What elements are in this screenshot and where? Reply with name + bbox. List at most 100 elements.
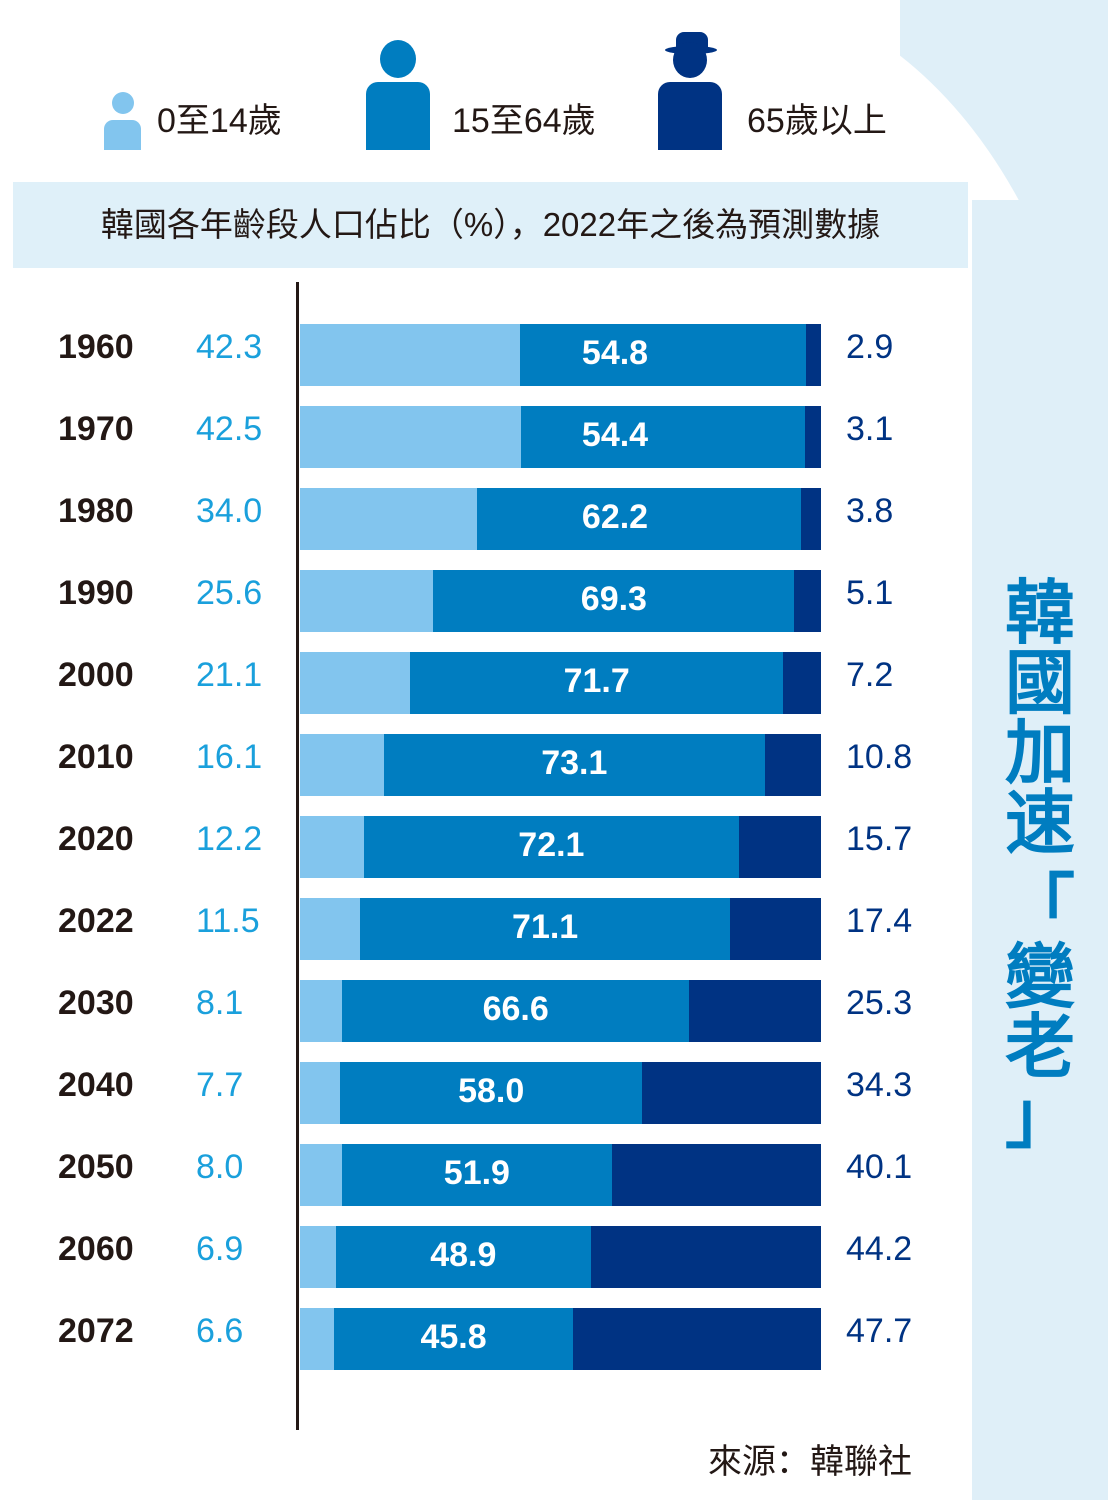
bar-segment-young	[300, 1308, 335, 1370]
bar-row: 1980 34.0 62.2 3.8	[0, 488, 970, 550]
data-label-working: 51.9	[443, 1154, 510, 1192]
bar-segment-young	[300, 898, 360, 960]
legend-label-working: 15至64歲	[452, 102, 596, 140]
bar-segment-young	[300, 488, 478, 550]
data-label-working: 54.4	[581, 416, 649, 454]
data-label-elderly: 17.4	[846, 902, 913, 940]
bar-segment-elderly	[804, 406, 821, 468]
data-label-working: 71.1	[512, 908, 579, 946]
category-label: 2010	[58, 738, 134, 776]
category-label: 2040	[58, 1066, 134, 1104]
data-label-elderly: 3.1	[846, 410, 894, 448]
bar-row: 2022 11.5 71.1 17.4	[0, 898, 970, 960]
bar-row: 1970 42.5 54.4 3.1	[0, 406, 970, 468]
bar-row: 1990 25.6 69.3 5.1	[0, 570, 970, 632]
data-label-elderly: 10.8	[846, 738, 913, 776]
bar-segment-young	[300, 1226, 336, 1288]
data-label-young: 21.1	[196, 656, 263, 694]
data-label-working: 45.8	[420, 1318, 487, 1356]
data-label-working: 71.7	[563, 662, 630, 700]
stacked-bar: 71.1	[300, 898, 821, 960]
data-label-working: 72.1	[518, 826, 585, 864]
bar-segment-elderly	[764, 734, 821, 796]
bar-segment-elderly	[642, 1062, 821, 1124]
stacked-bar: 73.1	[300, 734, 821, 796]
bar-segment-working	[363, 816, 740, 878]
stacked-bar: 71.7	[300, 652, 821, 714]
bar-segment-young	[300, 652, 410, 714]
stacked-bar: 62.2	[300, 488, 821, 550]
bar-segment-working	[341, 1144, 613, 1206]
bar-segment-young	[300, 406, 522, 468]
data-label-young: 16.1	[196, 738, 263, 776]
chart-title: 韓國各年齡段人口佔比（%），2022年之後為預測數據	[100, 206, 881, 243]
bar-segment-young	[300, 570, 434, 632]
bar-segment-elderly	[739, 816, 821, 878]
side-title-char: 老	[1005, 1008, 1075, 1086]
legend-item-elderly: 65歲以上	[657, 32, 887, 150]
data-label-young: 42.5	[196, 410, 263, 448]
bar-row: 1960 42.3 54.8 2.9	[0, 324, 970, 386]
data-label-young: 8.1	[196, 984, 244, 1022]
bar-row: 2010 16.1 73.1 10.8	[0, 734, 970, 796]
data-label-elderly: 25.3	[846, 984, 913, 1022]
data-label-young: 12.2	[196, 820, 263, 858]
bar-segment-elderly	[783, 652, 821, 714]
stacked-bar: 54.8	[300, 324, 821, 386]
side-title-char: 速	[1005, 784, 1075, 862]
bar-row: 2040 7.7 58.0 34.3	[0, 1062, 970, 1124]
data-label-young: 25.6	[196, 574, 263, 612]
side-title-char: 加	[1005, 714, 1075, 792]
category-label: 2050	[58, 1148, 134, 1186]
bar-segment-elderly	[794, 570, 821, 632]
category-label: 2000	[58, 656, 134, 694]
side-title: 韓國加速「變老」	[1000, 578, 1080, 1152]
bar-segment-elderly	[730, 898, 821, 960]
data-label-elderly: 47.7	[846, 1312, 913, 1350]
data-label-working: 66.6	[482, 990, 549, 1028]
bar-segment-elderly	[801, 488, 821, 550]
bar-segment-working	[383, 734, 765, 796]
bar-segment-young	[300, 816, 364, 878]
source-note: 來源：韓聯社	[708, 1443, 912, 1481]
data-label-elderly: 2.9	[846, 328, 894, 366]
data-label-elderly: 40.1	[846, 1148, 913, 1186]
category-label: 2060	[58, 1230, 134, 1268]
bar-segment-working	[340, 1062, 643, 1124]
bar-segment-working	[335, 1226, 591, 1288]
bar-row: 2030 8.1 66.6 25.3	[0, 980, 970, 1042]
category-label: 1980	[58, 492, 134, 530]
category-label: 2022	[58, 902, 134, 940]
legend: 0至14歲 15至64歲 65歲以上	[0, 0, 970, 180]
stacked-bar: 72.1	[300, 816, 821, 878]
category-label: 1970	[58, 410, 134, 448]
bar-segment-working	[521, 406, 805, 468]
bar-segment-working	[477, 488, 802, 550]
data-label-elderly: 7.2	[846, 656, 894, 694]
category-label: 1990	[58, 574, 134, 612]
data-label-young: 11.5	[196, 902, 260, 940]
data-label-elderly: 44.2	[846, 1230, 913, 1268]
bar-segment-working	[342, 980, 690, 1042]
stacked-bar: 54.4	[300, 406, 821, 468]
data-label-elderly: 5.1	[846, 574, 894, 612]
bar-segment-young	[300, 1062, 341, 1124]
data-label-young: 7.7	[196, 1066, 244, 1104]
bar-segment-working	[359, 898, 731, 960]
stacked-bar: 48.9	[300, 1226, 821, 1288]
side-title-char: 」	[1005, 1078, 1075, 1156]
category-label: 1960	[58, 328, 134, 366]
data-label-elderly: 34.3	[846, 1066, 913, 1104]
bar-segment-young	[300, 1144, 342, 1206]
y-axis-line	[296, 282, 299, 1430]
stacked-bar: 58.0	[300, 1062, 821, 1124]
data-label-young: 34.0	[196, 492, 263, 530]
elderly-person-with-hat-icon	[657, 32, 723, 150]
bar-row: 2060 6.9 48.9 44.2	[0, 1226, 970, 1288]
legend-label-elderly: 65歲以上	[747, 102, 887, 140]
child-person-icon	[104, 92, 141, 150]
data-label-young: 42.3	[196, 328, 263, 366]
data-label-working: 54.8	[581, 334, 649, 372]
data-label-working: 69.3	[580, 580, 647, 618]
stacked-bar: 66.6	[300, 980, 821, 1042]
